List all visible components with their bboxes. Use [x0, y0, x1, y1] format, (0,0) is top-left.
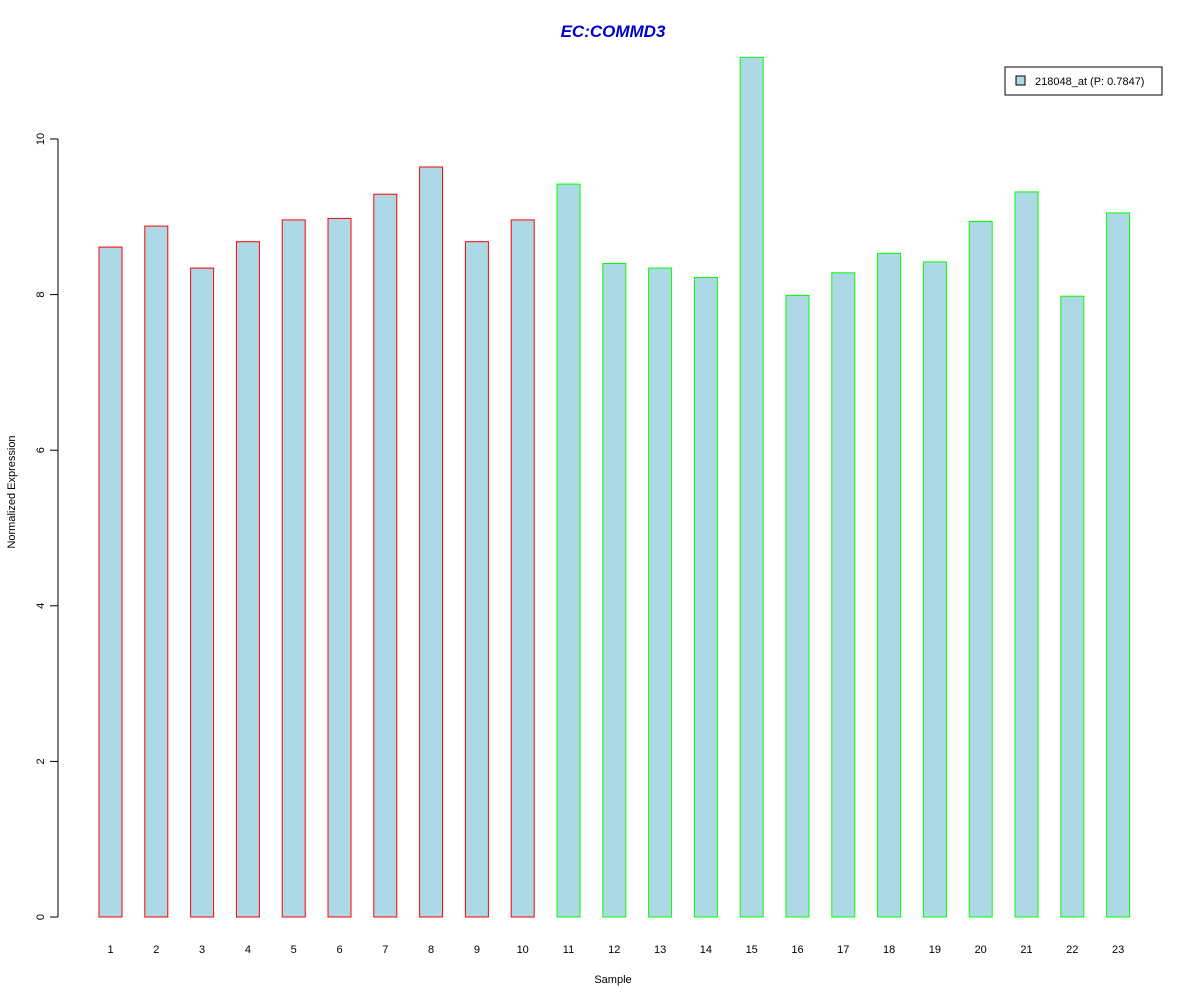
- x-tick-label: 13: [654, 944, 666, 956]
- x-tick-label: 4: [245, 944, 251, 956]
- y-tick-label: 6: [35, 447, 47, 453]
- bar-sample-3: [190, 267, 215, 918]
- x-tick-label: 3: [199, 944, 205, 956]
- bars-group: [98, 56, 1131, 918]
- bar-sample-2: [144, 225, 169, 918]
- legend-swatch: [1015, 75, 1026, 86]
- bar-sample-6: [327, 217, 352, 918]
- bar-sample-5: [281, 219, 306, 918]
- y-tick-label: 8: [35, 292, 47, 298]
- x-tick-label: 1: [107, 944, 113, 956]
- x-tick-label: 22: [1066, 944, 1078, 956]
- bar-sample-19: [922, 261, 947, 918]
- bar-sample-1: [98, 246, 123, 918]
- x-tick-label: 20: [975, 944, 987, 956]
- bar-sample-4: [235, 241, 260, 918]
- chart-title: EC:COMMD3: [561, 22, 666, 41]
- x-tick-label: 8: [428, 944, 434, 956]
- bar-sample-10: [510, 219, 535, 918]
- bar-sample-7: [373, 193, 398, 918]
- x-axis-label: Sample: [594, 974, 631, 986]
- y-tick-label: 10: [35, 133, 47, 145]
- bar-sample-15: [739, 56, 764, 918]
- legend-label: 218048_at (P: 0.7847): [1035, 76, 1144, 88]
- x-tick-label: 2: [153, 944, 159, 956]
- bar-sample-12: [602, 263, 627, 918]
- bar-sample-9: [464, 241, 489, 918]
- x-tick-label: 6: [336, 944, 342, 956]
- x-tick-label: 11: [563, 944, 574, 956]
- bar-sample-8: [419, 166, 444, 918]
- x-tick-label: 18: [883, 944, 895, 956]
- y-axis-label: Normalized Expression: [6, 435, 18, 548]
- y-axis: 0 2 4 6 8 10: [35, 133, 59, 920]
- bar-sample-20: [968, 221, 993, 918]
- x-tick-label: 19: [929, 944, 941, 956]
- x-tick-label: 16: [791, 944, 803, 956]
- legend-box: [1004, 66, 1163, 96]
- bar-sample-17: [831, 272, 856, 918]
- x-tick-label: 21: [1020, 944, 1032, 956]
- bar-sample-14: [693, 277, 718, 918]
- bar-sample-21: [1014, 191, 1039, 918]
- bar-sample-22: [1060, 295, 1085, 918]
- x-tick-label: 23: [1112, 944, 1124, 956]
- x-tick-label: 9: [474, 944, 480, 956]
- x-tick-label: 14: [700, 944, 712, 956]
- bar-sample-16: [785, 294, 810, 918]
- x-tick-label: 17: [837, 944, 849, 956]
- y-tick-label: 4: [35, 603, 47, 609]
- y-tick-label: 2: [35, 758, 47, 764]
- x-tick-labels: 1 2 3 4 5 6 7 8 9 10 11 12 13 14 15 16 17 18 19 20 21 22 23: [107, 944, 1124, 956]
- bar-sample-18: [877, 252, 902, 918]
- legend: 218048_at (P: 0.7847): [1004, 66, 1163, 96]
- bar-sample-13: [648, 267, 673, 918]
- x-tick-label: 5: [291, 944, 297, 956]
- bar-sample-23: [1106, 212, 1131, 918]
- x-tick-label: 12: [608, 944, 620, 956]
- x-tick-label: 15: [746, 944, 758, 956]
- x-tick-label: 7: [382, 944, 388, 956]
- y-tick-label: 0: [35, 914, 47, 920]
- bar-sample-11: [556, 183, 581, 918]
- x-tick-label: 10: [517, 944, 529, 956]
